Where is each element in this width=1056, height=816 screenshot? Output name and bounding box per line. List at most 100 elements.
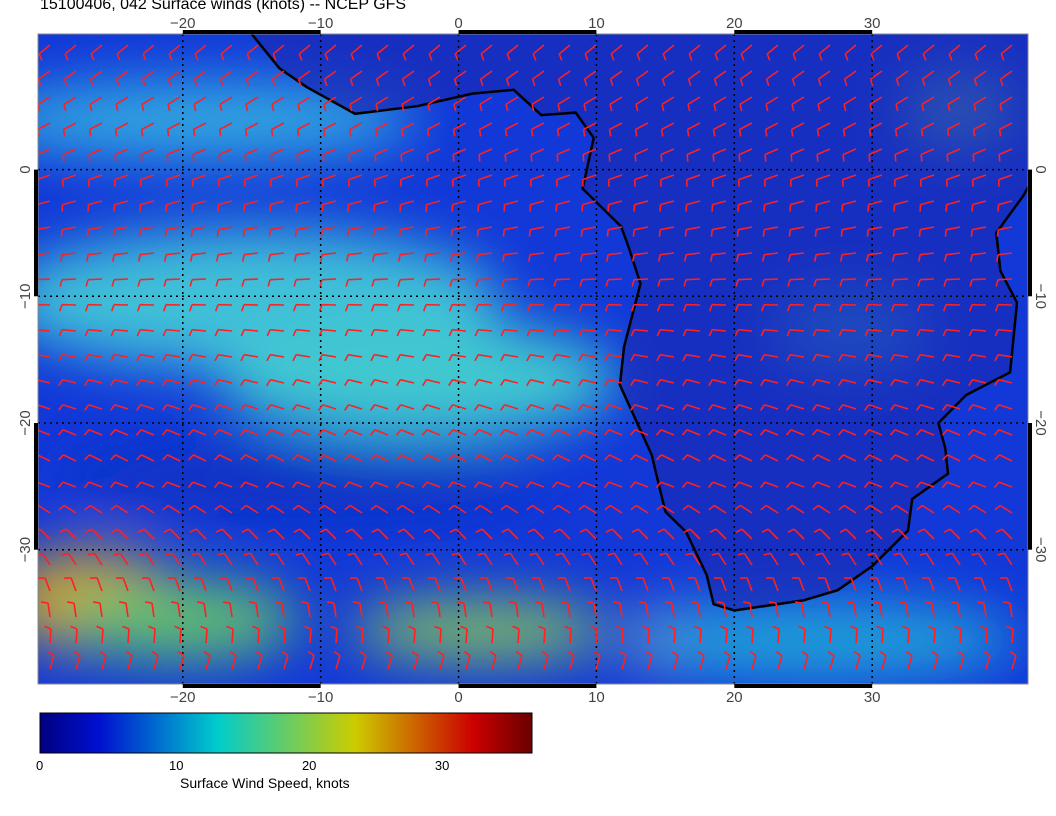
barb-shaft — [255, 603, 259, 618]
wind-barb — [709, 528, 727, 540]
wind-barb — [609, 70, 623, 87]
wind-barb — [451, 174, 467, 187]
barb-flag — [168, 53, 173, 61]
wind-barb — [270, 148, 285, 162]
wind-barb — [265, 403, 285, 411]
barb-flag — [174, 625, 182, 630]
barb-shaft — [789, 278, 805, 281]
barb-shaft — [273, 528, 285, 540]
barb-flag — [735, 254, 739, 262]
wind-barb — [632, 226, 649, 237]
wind-barb — [995, 252, 1013, 262]
barb-shaft — [405, 552, 415, 566]
barb-flag — [838, 304, 843, 312]
barb-shaft — [193, 96, 207, 105]
barb-shaft — [844, 44, 857, 55]
barb-shaft — [798, 577, 805, 592]
wind-barb — [396, 328, 415, 337]
barb-flag — [196, 601, 205, 604]
wind-barb — [582, 148, 597, 162]
barb-shaft — [349, 96, 363, 105]
wind-barb — [324, 44, 337, 61]
wind-barb — [85, 252, 103, 262]
wind-barb — [968, 328, 987, 337]
barb-flag — [267, 254, 271, 262]
barb-shaft — [689, 528, 701, 540]
barb-flag — [838, 329, 843, 337]
barb-shaft — [894, 252, 909, 256]
barb-shaft — [165, 278, 181, 281]
barb-flag — [603, 404, 610, 411]
barb-flag — [62, 154, 65, 162]
barb-shaft — [663, 528, 675, 540]
wind-barb — [501, 252, 519, 262]
wind-barb — [556, 148, 571, 162]
wind-barb — [553, 252, 571, 262]
barb-flag — [889, 429, 896, 436]
barb-shaft — [611, 528, 623, 540]
wind-barb — [281, 650, 289, 670]
barb-flag — [525, 481, 532, 489]
wind-barb — [655, 429, 675, 436]
barb-shaft — [478, 429, 493, 436]
wind-barb — [84, 378, 103, 387]
barb-shaft — [843, 454, 857, 462]
wind-barb — [608, 148, 623, 162]
barb-flag — [99, 650, 107, 657]
barb-flag — [486, 625, 494, 630]
barb-shaft — [192, 353, 207, 358]
barb-shaft — [686, 353, 701, 358]
barb-flag — [371, 279, 375, 287]
wind-barb — [763, 552, 779, 566]
barb-shaft — [789, 328, 805, 332]
barb-shaft — [561, 552, 571, 566]
barb-shaft — [140, 226, 155, 231]
wind-barb — [552, 353, 571, 362]
barb-flag — [604, 354, 609, 362]
barb-flag — [395, 481, 402, 489]
barb-shaft — [556, 252, 571, 256]
barb-flag — [423, 254, 427, 262]
wind-barb — [222, 601, 233, 618]
barb-flag — [733, 481, 740, 489]
barb-flag — [656, 504, 663, 511]
barb-shaft — [194, 70, 207, 80]
barb-flag — [350, 53, 355, 61]
wind-barb — [762, 226, 779, 237]
barb-shaft — [868, 252, 883, 256]
barb-shaft — [686, 403, 701, 410]
barb-flag — [534, 601, 543, 604]
wind-barb — [398, 226, 415, 237]
barb-shaft — [868, 200, 883, 206]
wind-barb — [838, 353, 857, 362]
barb-shaft — [556, 226, 571, 231]
wind-barb — [63, 96, 77, 112]
barb-flag — [740, 53, 745, 61]
barb-shaft — [686, 481, 701, 488]
barb-shaft — [803, 655, 809, 670]
wind-barb — [931, 650, 939, 670]
barb-shaft — [850, 577, 857, 592]
wind-barb — [136, 353, 155, 362]
barb-shaft — [231, 628, 234, 644]
barb-shaft — [746, 577, 753, 592]
barb-flag — [922, 53, 927, 61]
wind-barb — [89, 70, 103, 87]
barb-flag — [682, 379, 688, 387]
barb-shaft — [868, 148, 883, 156]
barb-shaft — [38, 44, 51, 55]
barb-shaft — [790, 226, 805, 231]
barb-shaft — [829, 628, 832, 644]
wind-barb — [191, 200, 207, 212]
wind-barb — [317, 481, 337, 489]
barb-flag — [375, 104, 379, 112]
barb-flag — [213, 454, 220, 461]
barb-flag — [266, 329, 271, 337]
barb-flag — [974, 53, 979, 61]
barb-flag — [631, 528, 639, 534]
barb-shaft — [714, 44, 727, 55]
wind-barb — [841, 174, 857, 187]
barb-shaft — [947, 454, 961, 462]
wind-barb — [712, 148, 727, 162]
barb-shaft — [660, 429, 675, 436]
